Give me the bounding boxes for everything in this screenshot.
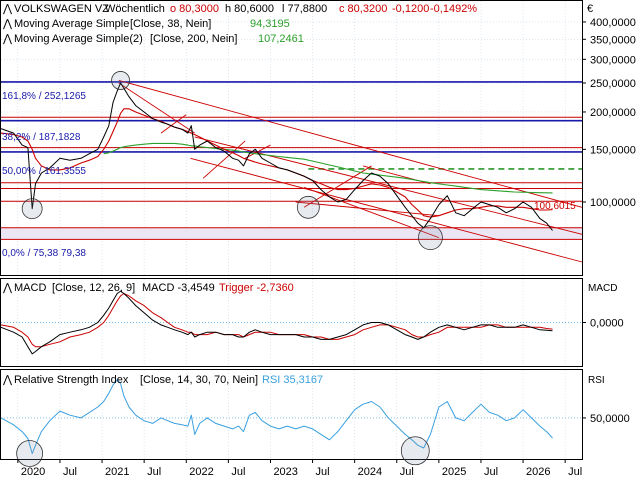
- trendline: [244, 144, 271, 159]
- x-tick-label: Jul: [484, 466, 498, 478]
- price-line: [0, 82, 553, 231]
- y-tick-label: 200,0000: [590, 107, 636, 119]
- highlight-circle: [418, 225, 443, 251]
- ma200-value: 107,2461: [258, 33, 304, 45]
- fib-label-mid1: 38,2% / 187,1828: [2, 132, 81, 143]
- ma38-line: [0, 108, 553, 218]
- y-tick-label: 350,0000: [590, 34, 636, 46]
- trendlines: [118, 79, 583, 263]
- chevron-icon: ⋀: [2, 33, 13, 45]
- rsi-axis-name: RSI: [588, 375, 605, 386]
- x-tick-label: 2025: [442, 466, 466, 478]
- currency-symbol: €: [587, 3, 593, 15]
- chevron-icon: ⋀: [2, 3, 13, 15]
- open-value: o 80,3000: [170, 3, 219, 15]
- ma200-line: [103, 142, 553, 194]
- price-series: [0, 82, 553, 231]
- chevron-icon: ⋀: [2, 282, 13, 294]
- macd-line: [0, 290, 553, 355]
- x-tick-label: Jul: [400, 466, 414, 478]
- chart-header: ⋀ VOLKSWAGEN VZ Wöchentlich o 80,3000 h …: [2, 3, 593, 15]
- highlight-circle: [296, 195, 320, 219]
- x-tick-label: 2023: [273, 466, 297, 478]
- trendline: [190, 157, 583, 263]
- x-tick-label: 2026: [526, 466, 550, 478]
- horizontal-levels: [1, 81, 582, 240]
- highlight-circle: [21, 198, 43, 220]
- trendline: [202, 140, 246, 179]
- low-value: l 77,8800: [282, 3, 327, 15]
- highlight-circle: [111, 71, 130, 90]
- fib-label-low: 0,0% / 75,38 79,38: [2, 248, 86, 259]
- ma200-params: [Close, 200, Nein]: [150, 33, 237, 45]
- rsi-panel-frame: [0, 369, 583, 460]
- ma-legend: ⋀ Moving Average Simple [Close, 38, Nein…: [2, 18, 304, 45]
- highlight-circle: [400, 436, 430, 466]
- x-tick-label: 2024: [358, 466, 382, 478]
- y-tick-label: 250,0000: [590, 78, 636, 90]
- macd-legend: ⋀ MACD [Close, 12, 26, 9] MACD -3,4549 T…: [2, 282, 617, 294]
- x-tick-label: Jul: [147, 466, 161, 478]
- macd-value: MACD -3,4549: [142, 282, 215, 294]
- change-abs: -0,1200: [392, 3, 429, 15]
- x-axis-ticks: 2020 Jul 2021 Jul 2022 Jul 2023 Jul 2024 Jul 2025 J…: [17, 459, 582, 478]
- support-band-fill: [1, 227, 582, 240]
- highlight-circles: [16, 71, 443, 467]
- macd-params: [Close, 12, 26, 9]: [52, 282, 135, 294]
- support-band: [1, 227, 582, 240]
- macd-series: [0, 290, 582, 355]
- rsi-legend: ⋀ Relative Strength Index [Close, 14, 30…: [2, 374, 605, 386]
- x-tick-label: Jul: [316, 466, 330, 478]
- rsi-line: [0, 379, 553, 454]
- trendline: [303, 186, 440, 239]
- macd-y-tick-label: 0,0000: [590, 318, 624, 330]
- fib-label-top: 161,8% / 252,1265: [2, 91, 86, 102]
- ma38-label: Moving Average Simple: [14, 18, 129, 30]
- x-tick-label: 2021: [105, 466, 129, 478]
- instrument-name: VOLKSWAGEN VZ: [14, 3, 109, 15]
- highlight-circle: [16, 440, 44, 467]
- rsi-y-tick-label: 50,0000: [590, 413, 630, 425]
- ma38-params: [Close, 38, Nein]: [130, 18, 211, 30]
- chevron-icon: ⋀: [2, 18, 13, 30]
- x-tick-label: Jul: [63, 466, 77, 478]
- rsi-series: [0, 379, 582, 454]
- x-tick-label: 2022: [189, 466, 213, 478]
- y-tick-label: 100,0000: [590, 197, 636, 209]
- high-value: h 80,6000: [225, 3, 274, 15]
- chevron-icon: ⋀: [2, 374, 13, 386]
- trendline: [160, 114, 187, 134]
- rsi-params: [Close, 14, 30, 70, Nein]: [140, 374, 258, 386]
- y-tick-label: 400,0000: [590, 17, 636, 29]
- y-axis-ticks: 400,0000 350,0000 300,0000 250,0000 200,0000…: [582, 17, 636, 425]
- trendline: [118, 79, 583, 208]
- ma38-value: 94,3195: [250, 18, 290, 30]
- macd-trigger: Trigger -2,7360: [219, 282, 294, 294]
- y-tick-label: 300,0000: [590, 54, 636, 66]
- period-label: Wöchentlich: [105, 3, 165, 15]
- macd-axis-name: MACD: [588, 283, 617, 294]
- trendline: [295, 201, 439, 217]
- macd-label: MACD: [14, 282, 46, 294]
- trigger-line: [0, 293, 553, 348]
- x-tick-label: Jul: [231, 466, 245, 478]
- change-pct: -0,1492%: [430, 3, 477, 15]
- rsi-value: RSI 35,3167: [262, 374, 323, 386]
- ma200-label: Moving Average Simple(2): [14, 33, 143, 45]
- y-tick-label: 150,0000: [590, 144, 636, 156]
- x-tick-label: Jul: [568, 466, 582, 478]
- x-tick-label: 2020: [21, 466, 45, 478]
- rsi-label: Relative Strength Index: [14, 374, 129, 386]
- trendline: [194, 136, 583, 235]
- trendline: [118, 82, 195, 134]
- fib-label-mid2: 50,00% / 161,3555: [2, 166, 86, 177]
- close-value: c 80,3200: [339, 3, 387, 15]
- level-100-label: 100,6015: [534, 201, 576, 212]
